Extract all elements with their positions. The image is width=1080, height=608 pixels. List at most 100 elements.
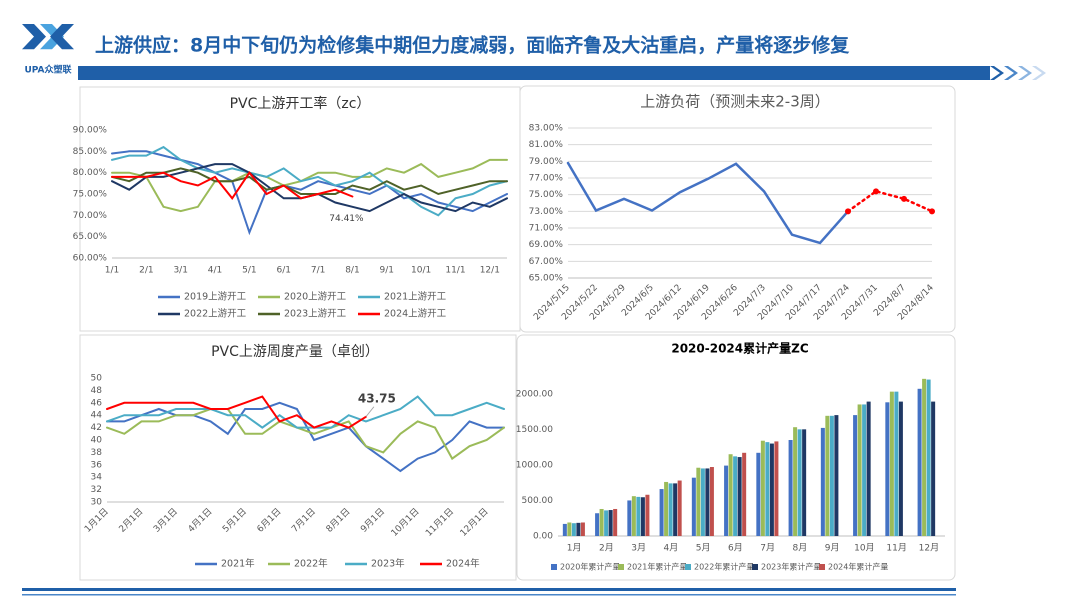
series-line [106,395,367,429]
legend-swatch [819,564,825,570]
legend-label: 2021年 [221,558,255,570]
x-tick-label: 1月 [567,543,582,554]
bar [894,391,899,536]
bar [664,481,669,536]
bar [898,401,903,536]
series-line [111,150,508,236]
x-tick-label: 12/1 [480,266,500,276]
footer-line [22,594,956,596]
bar [576,522,581,536]
y-tick-label: 80.00% [73,168,108,178]
y-tick-label: 65.00% [529,274,564,284]
series-line [111,158,508,213]
bar [857,404,862,536]
y-tick-label: 70.00% [73,211,108,221]
bar [571,523,576,536]
bar [613,508,618,536]
chevron [990,66,1004,80]
series-line [566,161,850,245]
bar [677,480,682,536]
panel [79,334,517,581]
bar [567,522,572,536]
legend-label: 2022年累计产量 [694,562,754,572]
annotation: 74.41% [329,214,364,224]
bar [926,379,931,536]
bar [659,489,664,536]
bar [580,522,585,536]
x-tick-label: 5月 [696,543,711,554]
bar [673,483,678,536]
x-tick-label: 8月 [793,543,808,554]
bar [774,441,779,536]
y-tick-label: 40 [91,436,103,446]
x-tick-label: 6/1 [276,266,290,276]
point-marker [929,208,935,215]
slide-title: 上游供应：8月中下旬仍为检修集中期但力度减弱，面临齐鲁及大沽重启，产量将逐步修复 [95,34,850,57]
legend-swatch [551,564,557,570]
bar [825,415,830,536]
legend-label: 2024年累计产量 [828,562,888,572]
series-line [106,395,505,429]
y-tick-label: 75.00% [73,190,108,200]
chart-title: PVC上游周度产量（卓创） [211,344,379,360]
point-marker [901,195,907,202]
logo-text: UPA众塑联 [24,64,72,76]
y-tick-label: 81.00% [529,140,564,150]
bar [756,452,761,536]
legend-label: 2019上游开工 [184,291,247,303]
panel [519,85,956,333]
bar [788,440,793,536]
y-tick-label: 30 [91,498,103,508]
legend-label: 2024上游开工 [384,308,447,320]
bar [724,465,729,536]
x-tick-label: 2月 [599,543,614,554]
y-tick-label: 2000.00 [516,389,553,399]
x-tick-label: 9/1 [380,266,394,276]
x-tick-label: 7/1 [311,266,325,276]
legend-label: 2021年累计产量 [627,562,687,572]
bar [760,440,765,536]
y-tick-label: 1000.00 [516,460,553,470]
chart-title: 2020-2024累计产量ZC [671,341,808,356]
annotation: 43.75 [358,391,396,405]
logo-mark [22,24,46,50]
x-tick-label: 9月 [825,543,840,554]
header-bar [78,66,990,80]
series-line [111,145,508,217]
x-tick-label: 6月 [728,543,743,554]
series-line [111,167,508,196]
legend-swatch [752,564,758,570]
x-tick-label: 7月 [760,543,775,554]
y-tick-label: 67.00% [529,257,564,267]
y-tick-label: 85.00% [73,147,108,157]
bar [793,427,798,536]
x-tick-label: 10/1 [411,266,431,276]
legend-swatch [618,564,624,570]
x-tick-label: 4月 [664,543,679,554]
y-tick-label: 69.00% [529,240,564,250]
y-tick-label: 46 [91,398,103,408]
legend-swatch [685,564,691,570]
bar [608,510,613,536]
point-marker [873,188,879,195]
y-tick-label: 90.00% [73,126,108,136]
legend-label: 2021上游开工 [384,291,447,303]
bar [640,497,645,536]
bar [834,415,839,536]
x-tick-label: 3/1 [173,266,187,276]
bar [742,452,747,536]
x-tick-label: 2/1 [139,266,153,276]
y-tick-label: 79.00% [529,157,564,167]
legend-label: 2023年 [371,558,405,570]
logo: UPA众塑联 [22,24,74,76]
series-line [846,189,934,213]
bar [627,500,632,536]
series-line [106,408,505,461]
y-tick-label: 83.00% [529,124,564,134]
bar [889,391,894,536]
bar [885,402,890,536]
bar [595,513,600,536]
y-tick-label: 0.00 [533,532,553,542]
chevron [1032,66,1046,80]
x-tick-label: 5/1 [242,266,256,276]
